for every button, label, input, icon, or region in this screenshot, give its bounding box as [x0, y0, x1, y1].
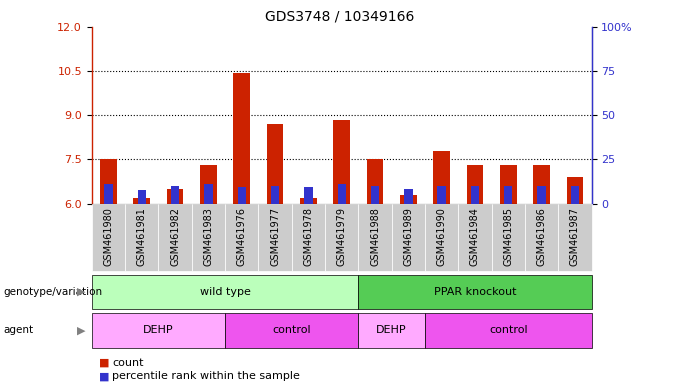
- Bar: [371, 186, 379, 204]
- Bar: [367, 159, 384, 204]
- Bar: [358, 204, 392, 271]
- Bar: [571, 186, 579, 204]
- Bar: [466, 165, 483, 204]
- Text: control: control: [273, 325, 311, 335]
- Text: control: control: [489, 325, 528, 335]
- Bar: [167, 189, 184, 204]
- Bar: [458, 204, 492, 271]
- Bar: [492, 204, 525, 271]
- Text: ■: ■: [99, 358, 109, 368]
- Bar: [192, 204, 225, 271]
- Bar: [200, 165, 217, 204]
- Bar: [392, 204, 425, 271]
- Bar: [271, 186, 279, 204]
- Text: GSM461988: GSM461988: [370, 207, 380, 266]
- Text: GSM461978: GSM461978: [303, 207, 313, 266]
- Text: GSM461981: GSM461981: [137, 207, 147, 266]
- Text: GSM461987: GSM461987: [570, 207, 580, 266]
- Bar: [300, 198, 317, 204]
- Bar: [333, 120, 350, 204]
- Bar: [504, 186, 513, 204]
- Bar: [237, 187, 246, 204]
- Bar: [137, 190, 146, 204]
- Bar: [158, 204, 192, 271]
- Bar: [500, 165, 517, 204]
- Text: GSM461986: GSM461986: [537, 207, 547, 266]
- Text: GSM461979: GSM461979: [337, 207, 347, 266]
- Text: GSM461990: GSM461990: [437, 207, 447, 266]
- Bar: [258, 204, 292, 271]
- Text: GSM461976: GSM461976: [237, 207, 247, 266]
- Bar: [533, 165, 550, 204]
- Text: wild type: wild type: [200, 287, 250, 297]
- Bar: [437, 186, 446, 204]
- Bar: [292, 204, 325, 271]
- Bar: [558, 204, 592, 271]
- Bar: [471, 186, 479, 204]
- Bar: [104, 184, 113, 204]
- Bar: [125, 204, 158, 271]
- Text: agent: agent: [3, 325, 33, 335]
- Text: GSM461980: GSM461980: [103, 207, 114, 266]
- Text: ■: ■: [99, 371, 109, 381]
- Bar: [433, 151, 450, 204]
- Text: GSM461984: GSM461984: [470, 207, 480, 266]
- Text: DEHP: DEHP: [376, 325, 407, 335]
- Bar: [92, 204, 125, 271]
- Text: ▶: ▶: [76, 287, 85, 297]
- Text: percentile rank within the sample: percentile rank within the sample: [112, 371, 300, 381]
- Bar: [525, 204, 558, 271]
- Bar: [337, 184, 346, 204]
- Bar: [204, 184, 213, 204]
- Text: ▶: ▶: [76, 325, 85, 335]
- Bar: [400, 195, 417, 204]
- Text: genotype/variation: genotype/variation: [3, 287, 103, 297]
- Bar: [233, 73, 250, 204]
- Text: DEHP: DEHP: [143, 325, 174, 335]
- Bar: [325, 204, 358, 271]
- Text: GDS3748 / 10349166: GDS3748 / 10349166: [265, 10, 415, 23]
- Text: GSM461983: GSM461983: [203, 207, 214, 266]
- Bar: [537, 186, 546, 204]
- Text: PPAR knockout: PPAR knockout: [434, 287, 516, 297]
- Text: count: count: [112, 358, 143, 368]
- Bar: [566, 177, 583, 204]
- Bar: [425, 204, 458, 271]
- Bar: [100, 159, 117, 204]
- Bar: [404, 189, 413, 204]
- Bar: [304, 187, 313, 204]
- Text: GSM461977: GSM461977: [270, 207, 280, 266]
- Bar: [171, 186, 180, 204]
- Bar: [225, 204, 258, 271]
- Text: GSM461985: GSM461985: [503, 207, 513, 266]
- Bar: [133, 198, 150, 204]
- Text: GSM461982: GSM461982: [170, 207, 180, 266]
- Bar: [267, 124, 284, 204]
- Text: GSM461989: GSM461989: [403, 207, 413, 266]
